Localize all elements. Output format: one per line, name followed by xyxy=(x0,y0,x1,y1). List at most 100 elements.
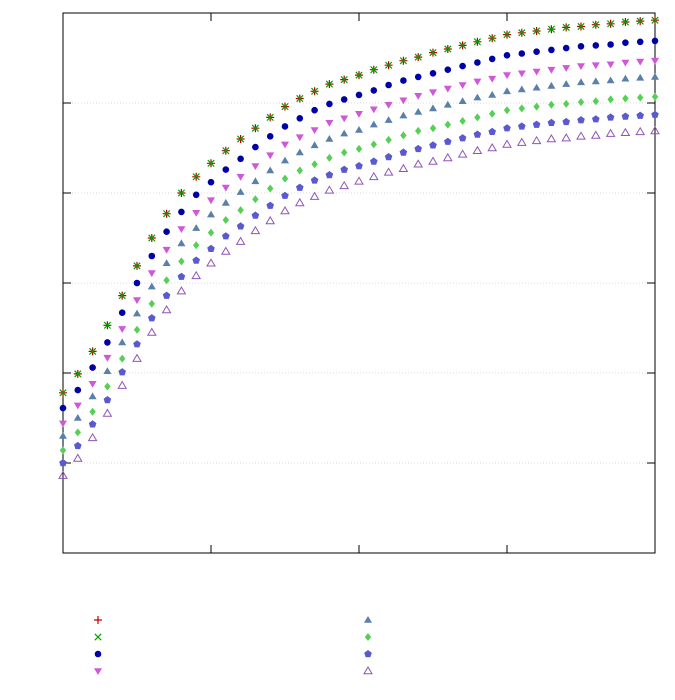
point xyxy=(399,97,408,105)
point xyxy=(147,270,156,278)
point xyxy=(355,111,363,118)
point xyxy=(340,165,349,173)
point xyxy=(281,102,289,111)
point xyxy=(563,99,570,108)
point xyxy=(89,407,96,416)
point xyxy=(326,100,333,108)
point xyxy=(178,257,185,266)
point xyxy=(280,156,289,164)
point xyxy=(591,77,600,85)
point xyxy=(635,126,646,136)
point xyxy=(621,112,630,120)
point xyxy=(576,78,585,86)
point xyxy=(621,59,630,67)
point xyxy=(428,104,437,112)
point xyxy=(474,113,481,122)
point xyxy=(59,420,67,428)
point xyxy=(74,370,82,378)
legend-marker xyxy=(94,668,102,675)
point xyxy=(651,72,659,80)
point xyxy=(458,97,467,104)
point xyxy=(89,364,96,371)
legend-marker xyxy=(364,616,372,623)
legend-marker xyxy=(94,650,102,658)
point xyxy=(458,134,467,142)
point xyxy=(294,197,305,207)
point xyxy=(502,139,512,148)
point xyxy=(252,195,259,204)
point xyxy=(503,30,511,39)
point xyxy=(59,446,67,455)
point xyxy=(547,66,556,74)
point xyxy=(162,246,171,254)
point xyxy=(103,321,112,329)
point xyxy=(119,354,126,363)
point xyxy=(339,180,350,190)
point xyxy=(548,46,555,54)
point xyxy=(177,239,186,247)
legend-marker xyxy=(94,633,102,641)
point xyxy=(457,149,468,158)
point xyxy=(591,115,600,123)
point xyxy=(548,100,555,109)
point xyxy=(222,216,230,224)
point xyxy=(161,305,172,314)
point xyxy=(547,118,556,127)
point xyxy=(384,61,393,69)
point xyxy=(324,185,335,194)
point xyxy=(281,123,289,130)
point xyxy=(147,314,156,322)
point xyxy=(176,286,187,295)
point xyxy=(532,83,541,91)
plot-frame xyxy=(62,12,656,554)
point xyxy=(355,91,363,99)
point xyxy=(340,96,348,103)
point xyxy=(267,184,274,193)
point xyxy=(369,120,378,128)
point xyxy=(636,73,645,81)
point xyxy=(310,176,319,184)
point xyxy=(295,134,304,142)
point xyxy=(651,57,659,65)
point xyxy=(132,297,141,305)
point xyxy=(192,191,200,199)
point xyxy=(252,143,259,151)
point xyxy=(577,43,585,50)
point xyxy=(266,166,275,174)
point xyxy=(429,141,437,149)
point xyxy=(606,113,615,121)
point xyxy=(355,126,363,133)
point xyxy=(191,270,202,280)
point xyxy=(414,73,422,81)
point xyxy=(503,124,511,132)
point xyxy=(310,141,319,149)
point xyxy=(531,135,542,145)
point xyxy=(103,396,112,404)
point xyxy=(562,65,571,72)
point xyxy=(518,104,526,113)
point xyxy=(487,143,498,152)
point xyxy=(636,111,645,119)
point xyxy=(533,48,540,55)
point xyxy=(133,340,141,348)
point xyxy=(503,72,511,80)
point xyxy=(607,95,614,104)
point xyxy=(59,432,67,439)
point xyxy=(72,453,83,462)
point xyxy=(429,48,437,57)
point xyxy=(162,210,171,218)
point xyxy=(325,80,334,88)
point xyxy=(444,45,452,53)
point xyxy=(518,50,526,57)
point xyxy=(296,166,303,175)
point xyxy=(236,222,245,230)
point xyxy=(266,201,275,209)
point xyxy=(58,470,68,479)
point xyxy=(651,37,659,45)
point xyxy=(458,82,467,89)
point xyxy=(88,420,97,428)
point xyxy=(444,120,451,129)
point xyxy=(561,133,572,142)
point xyxy=(576,131,586,140)
